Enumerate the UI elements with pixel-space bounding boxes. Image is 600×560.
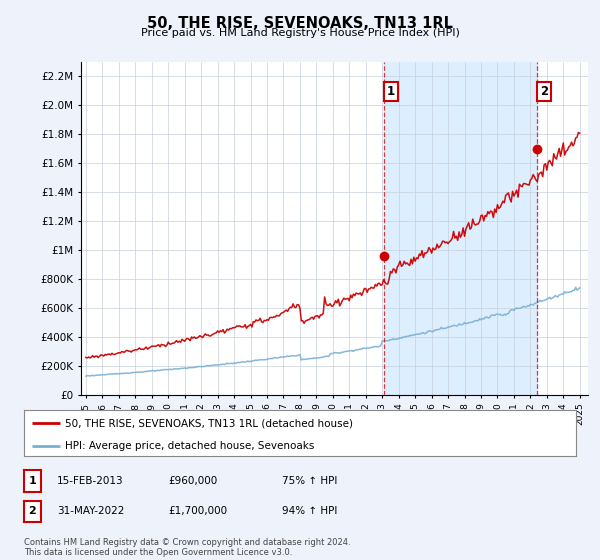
Text: 1: 1 (386, 85, 395, 98)
Text: 31-MAY-2022: 31-MAY-2022 (57, 506, 124, 516)
Text: 2: 2 (29, 506, 36, 516)
Text: 50, THE RISE, SEVENOAKS, TN13 1RL: 50, THE RISE, SEVENOAKS, TN13 1RL (147, 16, 453, 31)
Text: Price paid vs. HM Land Registry's House Price Index (HPI): Price paid vs. HM Land Registry's House … (140, 28, 460, 38)
Text: 1: 1 (29, 476, 36, 486)
Text: 75% ↑ HPI: 75% ↑ HPI (282, 476, 337, 486)
Text: HPI: Average price, detached house, Sevenoaks: HPI: Average price, detached house, Seve… (65, 441, 315, 451)
Text: 2: 2 (540, 85, 548, 98)
Text: Contains HM Land Registry data © Crown copyright and database right 2024.
This d: Contains HM Land Registry data © Crown c… (24, 538, 350, 557)
Text: £1,700,000: £1,700,000 (168, 506, 227, 516)
Bar (384, 62, 537, 395)
Text: 15-FEB-2013: 15-FEB-2013 (57, 476, 124, 486)
Text: 94% ↑ HPI: 94% ↑ HPI (282, 506, 337, 516)
Text: £960,000: £960,000 (168, 476, 217, 486)
Text: 50, THE RISE, SEVENOAKS, TN13 1RL (detached house): 50, THE RISE, SEVENOAKS, TN13 1RL (detac… (65, 418, 353, 428)
